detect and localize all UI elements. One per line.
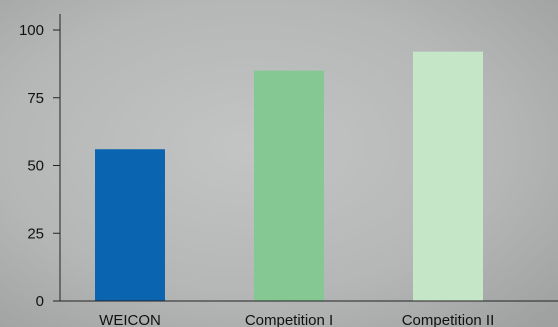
x-tick-label: Competition I bbox=[245, 312, 333, 327]
bar-competition-i bbox=[254, 70, 324, 302]
y-tick-label: 0 bbox=[36, 293, 44, 310]
y-ticks-layer: 0 25 50 75 100 bbox=[19, 22, 60, 310]
bar-competition-ii bbox=[413, 51, 483, 302]
bar-weicon bbox=[95, 149, 165, 301]
y-tick-label: 25 bbox=[27, 225, 44, 242]
bars-layer bbox=[95, 51, 483, 302]
y-tick-label: 50 bbox=[27, 158, 44, 175]
x-tick-label: Competition II bbox=[402, 312, 495, 327]
x-tick-label: WEICON bbox=[99, 312, 161, 327]
y-tick-label: 100 bbox=[19, 22, 44, 39]
x-labels-layer: WEICON Competition I Competition II bbox=[99, 312, 494, 327]
y-tick-label: 75 bbox=[27, 90, 44, 107]
